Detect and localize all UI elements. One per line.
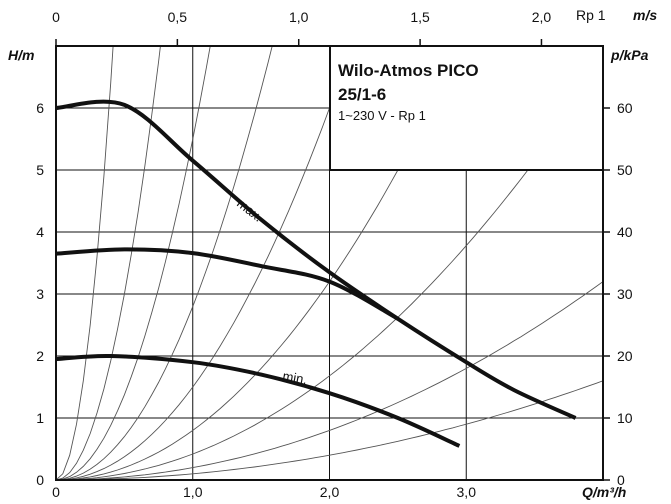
right-tick-label: 10 xyxy=(617,410,633,426)
top-tick-label: 1,5 xyxy=(410,9,430,25)
top-tick-label: 0 xyxy=(52,9,60,25)
system-curve xyxy=(56,46,273,480)
x-axis-label: Q/m³/h xyxy=(582,484,626,500)
pump-curves xyxy=(55,99,577,448)
pump-curve-min xyxy=(55,353,461,448)
top-pipe-label: Rp 1 xyxy=(576,7,606,23)
x-tick-label: 0 xyxy=(52,484,60,500)
right-tick-label: 50 xyxy=(617,162,633,178)
chart-title: Wilo-Atmos PICO xyxy=(338,61,479,80)
right-tick-label: 20 xyxy=(617,348,633,364)
right-tick-label: 60 xyxy=(617,100,633,116)
y-tick-label: 1 xyxy=(36,410,44,426)
y-tick-label: 5 xyxy=(36,162,44,178)
y-tick-label: 2 xyxy=(36,348,44,364)
y-tick-label: 3 xyxy=(36,286,44,302)
y-tick-label: 4 xyxy=(36,224,44,240)
system-curve xyxy=(56,63,603,480)
y-tick-label: 6 xyxy=(36,100,44,116)
y-tick-label: 0 xyxy=(36,472,44,488)
x-tick-label: 2,0 xyxy=(320,484,340,500)
system-curve xyxy=(56,46,161,480)
system-curve xyxy=(56,46,211,480)
top-axis-label: m/s xyxy=(633,7,657,23)
info-box-frame xyxy=(329,45,604,171)
x-tick-label: 3,0 xyxy=(457,484,477,500)
top-tick-label: 0,5 xyxy=(168,9,188,25)
series-label-min: min. xyxy=(281,368,308,387)
right-tick-label: 40 xyxy=(617,224,633,240)
x-tick-label: 1,0 xyxy=(183,484,203,500)
chart-subtitle: 25/1-6 xyxy=(338,85,386,104)
system-curve xyxy=(56,380,603,480)
top-tick-label: 2,0 xyxy=(532,9,552,25)
right-tick-label: 30 xyxy=(617,286,633,302)
top-tick-label: 1,0 xyxy=(289,9,309,25)
system-curve xyxy=(56,281,603,480)
plot-frame xyxy=(55,45,604,481)
right-axis-label: p/kPa xyxy=(610,47,649,63)
pump-curve-max xyxy=(55,99,577,420)
chart-spec: 1~230 V - Rp 1 xyxy=(338,108,426,123)
y-axis-label: H/m xyxy=(8,47,34,63)
pump-curve-mid xyxy=(55,247,399,321)
info-box: Wilo-Atmos PICO 25/1-6 1~230 V - Rp 1 xyxy=(329,45,604,171)
right-tick-label: 0 xyxy=(617,472,625,488)
